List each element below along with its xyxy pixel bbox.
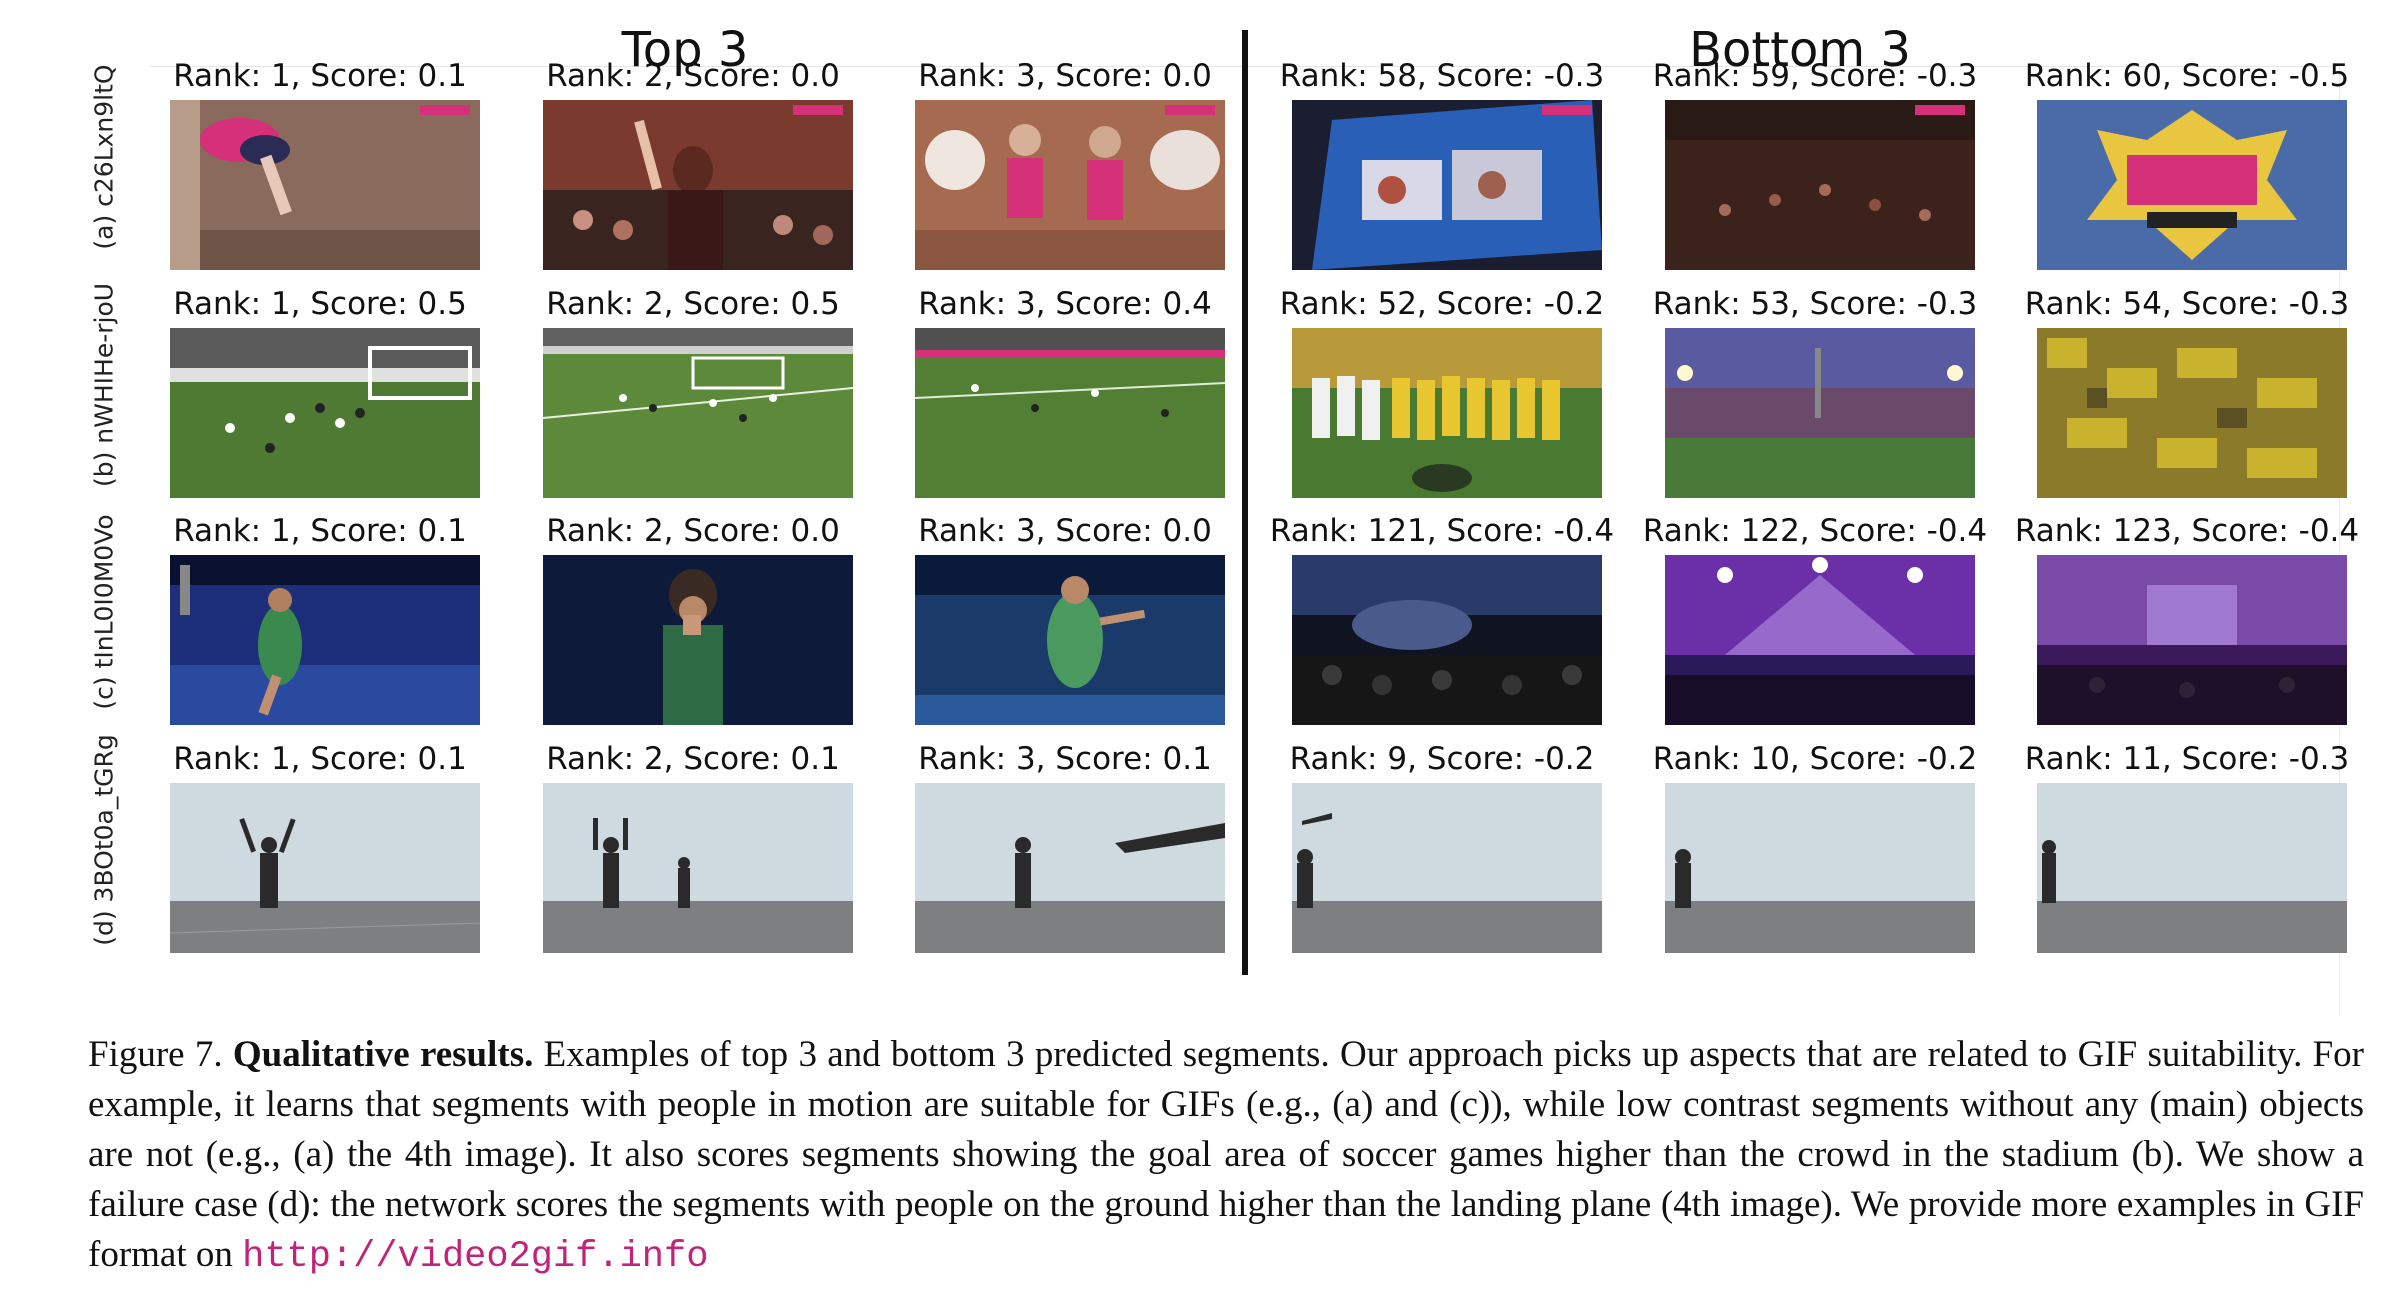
segment-thumbnail [170,555,480,725]
header-top-3: Top 3 [621,22,749,78]
segment-thumbnail [2037,555,2347,725]
segment-thumbnail [1292,100,1602,270]
segment-thumbnail [915,555,1225,725]
segment-cell: Rank: 58, Score: -0.3 [1262,44,1622,270]
row-2: (c) tInL0I0M0Vo Rank: 1, Score: 0.1 Rank: … [0,499,2408,725]
segment-thumbnail [2037,100,2347,270]
segment-cell: Rank: 3, Score: 0.4 [885,272,1245,498]
segment-thumbnail [2037,783,2347,953]
segment-thumbnail [170,100,480,270]
figure-caption: Figure 7. Qualitative results. Examples … [88,1030,2364,1282]
segment-cell: Rank: 9, Score: -0.2 [1262,727,1622,953]
rank-score-label: Rank: 53, Score: -0.3 [1652,286,1978,322]
segment-thumbnail [1292,783,1602,953]
rank-score-label: Rank: 60, Score: -0.5 [2024,58,2350,94]
segment-cell: Rank: 59, Score: -0.3 [1635,44,1995,270]
rank-score-label: Rank: 1, Score: 0.5 [173,286,467,322]
segment-thumbnail [1292,555,1602,725]
rank-score-label: Rank: 1, Score: 0.1 [173,513,467,549]
row-label: (c) tInL0I0M0Vo [84,499,124,725]
segment-thumbnail [1665,783,1975,953]
segment-thumbnail [915,783,1225,953]
row-label-text: (a) c26Lxn9ltQ [89,64,119,250]
segment-cell: Rank: 3, Score: 0.1 [885,727,1245,953]
segment-thumbnail [543,555,853,725]
segment-cell: Rank: 3, Score: 0.0 [885,44,1245,270]
segment-cell: Rank: 1, Score: 0.1 [140,44,500,270]
rank-score-label: Rank: 9, Score: -0.2 [1289,741,1595,777]
rank-score-label: Rank: 3, Score: 0.1 [918,741,1212,777]
rank-score-label: Rank: 122, Score: -0.4 [1642,513,1988,549]
segment-cell: Rank: 10, Score: -0.2 [1635,727,1995,953]
rank-score-label: Rank: 2, Score: 0.0 [546,58,840,94]
row-0: (a) c26Lxn9ltQ Rank: 1, Score: 0.1 Rank: 2… [0,44,2408,270]
rank-score-label: Rank: 2, Score: 0.0 [546,513,840,549]
caption-url-link[interactable]: http://video2gif.info [242,1236,709,1278]
row-label-text: (c) tInL0I0M0Vo [89,514,119,710]
segment-cell: Rank: 2, Score: 0.0 [513,499,873,725]
row-label-text: (b) nWHIHe-rjoU [89,282,119,488]
rank-score-label: Rank: 3, Score: 0.0 [918,58,1212,94]
rank-score-label: Rank: 2, Score: 0.5 [546,286,840,322]
segment-cell: Rank: 1, Score: 0.1 [140,499,500,725]
row-label-text: (d) 3BOt0a_tGRg [89,734,119,946]
segment-cell: Rank: 121, Score: -0.4 [1262,499,1622,725]
rank-score-label: Rank: 3, Score: 0.0 [918,513,1212,549]
segment-cell: Rank: 11, Score: -0.3 [2007,727,2367,953]
row-label: (d) 3BOt0a_tGRg [84,727,124,953]
segment-cell: Rank: 3, Score: 0.0 [885,499,1245,725]
segment-cell: Rank: 60, Score: -0.5 [2007,44,2367,270]
row-label: (a) c26Lxn9ltQ [84,44,124,270]
rank-score-label: Rank: 59, Score: -0.3 [1652,58,1978,94]
segment-cell: Rank: 52, Score: -0.2 [1262,272,1622,498]
caption-body: Examples of top 3 and bottom 3 predicted… [88,1034,2364,1275]
caption-bold-title: Qualitative results. [232,1034,534,1075]
segment-thumbnail [1665,555,1975,725]
rank-score-label: Rank: 52, Score: -0.2 [1279,286,1605,322]
row-3: (d) 3BOt0a_tGRg Rank: 1, Score: 0.1 Rank: … [0,727,2408,953]
segment-cell: Rank: 2, Score: 0.5 [513,272,873,498]
segment-thumbnail [543,100,853,270]
rank-score-label: Rank: 11, Score: -0.3 [2024,741,2350,777]
rank-score-label: Rank: 58, Score: -0.3 [1279,58,1605,94]
column-divider [1242,30,1248,975]
segment-thumbnail [170,783,480,953]
segment-thumbnail [170,328,480,498]
rank-score-label: Rank: 54, Score: -0.3 [2024,286,2350,322]
segment-thumbnail [1665,328,1975,498]
segment-thumbnail [915,328,1225,498]
rank-score-label: Rank: 121, Score: -0.4 [1269,513,1615,549]
row-1: (b) nWHIHe-rjoU Rank: 1, Score: 0.5 Rank: … [0,272,2408,498]
rank-score-label: Rank: 1, Score: 0.1 [173,58,467,94]
header-bottom-3: Bottom 3 [1689,22,1911,78]
segment-cell: Rank: 53, Score: -0.3 [1635,272,1995,498]
rank-score-label: Rank: 123, Score: -0.4 [2014,513,2360,549]
segment-cell: Rank: 1, Score: 0.5 [140,272,500,498]
segment-thumbnail [915,100,1225,270]
segment-cell: Rank: 123, Score: -0.4 [2007,499,2367,725]
row-label: (b) nWHIHe-rjoU [84,272,124,498]
segment-cell: Rank: 1, Score: 0.1 [140,727,500,953]
rank-score-label: Rank: 2, Score: 0.1 [546,741,840,777]
segment-thumbnail [1292,328,1602,498]
segment-cell: Rank: 2, Score: 0.1 [513,727,873,953]
segment-cell: Rank: 122, Score: -0.4 [1635,499,1995,725]
rank-score-label: Rank: 1, Score: 0.1 [173,741,467,777]
frame-right-line [2339,66,2340,1016]
segment-thumbnail [543,783,853,953]
segment-cell: Rank: 2, Score: 0.0 [513,44,873,270]
segment-cell: Rank: 54, Score: -0.3 [2007,272,2367,498]
caption-prefix: Figure 7. [88,1034,233,1075]
rank-score-label: Rank: 3, Score: 0.4 [918,286,1212,322]
figure-7: Top 3 Bottom 3 (a) c26Lxn9ltQ Rank: 1, Sc… [0,22,2408,1016]
rank-score-label: Rank: 10, Score: -0.2 [1652,741,1978,777]
segment-thumbnail [1665,100,1975,270]
segment-thumbnail [2037,328,2347,498]
segment-thumbnail [543,328,853,498]
